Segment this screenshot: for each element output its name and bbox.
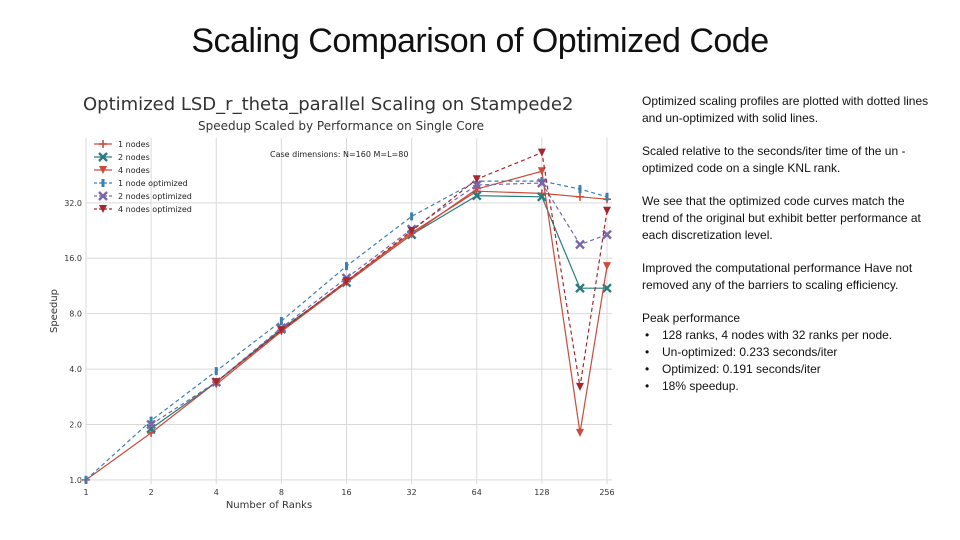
data-point-marker (537, 191, 547, 202)
data-point-marker (578, 185, 582, 194)
data-point-marker (344, 262, 348, 271)
marker-stroke (471, 180, 482, 190)
data-point-marker (540, 177, 544, 186)
series-line (85, 180, 608, 481)
x-axis-label: Number of Ranks (226, 500, 312, 511)
x-tick-label: 8 (279, 488, 284, 497)
x-tick-label: 1 (83, 488, 88, 497)
data-point-marker (146, 419, 156, 430)
data-point-marker (99, 166, 107, 174)
data-point-marker (212, 378, 221, 387)
chart-title: Optimized LSD_r_theta_parallel Scaling o… (83, 94, 574, 115)
slide-title: Scaling Comparison of Optimized Code (191, 22, 769, 60)
marker-stroke (602, 229, 612, 240)
x-tick-label: 256 (599, 488, 614, 497)
legend-label: 2 nodes (118, 153, 150, 162)
data-point-marker (99, 140, 107, 148)
data-point-marker (149, 416, 153, 425)
notes-panel: Optimized scaling profiles are plotted w… (642, 93, 932, 395)
data-point-marker (342, 277, 351, 286)
case-dimensions-annotation: Case dimensions: N=160 M=L=80 (270, 150, 408, 159)
marker-stroke (98, 152, 108, 162)
data-point-marker (471, 180, 482, 190)
data-point-marker (410, 212, 414, 221)
x-tick-label: 128 (534, 488, 549, 497)
plot-area (86, 138, 612, 484)
y-tick-label: 16.0 (64, 254, 82, 263)
data-point-marker (575, 382, 584, 391)
data-point-marker (98, 152, 108, 162)
note-trend-observation: We see that the optimized code curves ma… (642, 194, 921, 242)
data-point-marker (472, 175, 481, 184)
legend-label: 1 nodes (118, 140, 150, 149)
marker-stroke (537, 178, 547, 188)
data-point-marker (214, 367, 218, 376)
data-point-marker (277, 326, 286, 335)
x-tick-label: 64 (472, 488, 482, 497)
marker-stroke (575, 239, 585, 250)
peak-item: 128 ranks, 4 nodes with 32 ranks per nod… (642, 327, 932, 344)
series-line (215, 151, 608, 387)
y-tick-label: 1.0 (69, 476, 82, 485)
data-point-marker (575, 283, 585, 294)
y-tick-label: 8.0 (69, 310, 82, 319)
note-scaling-reference: Scaled relative to the seconds/iter time… (642, 144, 906, 175)
data-point-marker (575, 239, 585, 250)
x-tick-label: 4 (214, 488, 219, 497)
data-point-marker (98, 191, 108, 201)
legend-label: 2 nodes optimized (118, 192, 192, 201)
data-point-marker (99, 205, 107, 213)
series-line (85, 190, 608, 481)
x-tick-label: 16 (341, 488, 351, 497)
marker-stroke (98, 191, 108, 201)
note-plot-description: Optimized scaling profiles are plotted w… (642, 94, 929, 125)
data-point-marker (84, 475, 88, 484)
note-improvement: Improved the computational performance H… (642, 261, 913, 292)
data-point-marker (575, 192, 584, 201)
legend-label: 4 nodes (118, 166, 150, 175)
data-point-marker (407, 226, 416, 235)
data-point-marker (602, 206, 611, 215)
data-point-marker (537, 167, 546, 176)
peak-item: Un-optimized: 0.233 seconds/iter (642, 344, 932, 361)
data-point-marker (605, 192, 609, 201)
y-tick-label: 32.0 (64, 199, 82, 208)
marker-stroke (146, 419, 156, 430)
data-point-marker (471, 190, 482, 201)
marker-stroke (471, 190, 482, 201)
data-point-marker (575, 428, 584, 437)
data-point-marker (537, 178, 547, 188)
data-point-marker (279, 316, 283, 325)
y-tick-label: 2.0 (69, 420, 82, 429)
legend-label: 1 node optimized (118, 179, 188, 188)
chart-subtitle: Speedup Scaled by Performance on Single … (198, 119, 485, 133)
marker-stroke (537, 191, 547, 202)
peak-item: 18% speedup. (642, 378, 932, 395)
data-point-marker (602, 262, 611, 271)
legend-label: 4 nodes optimized (118, 205, 192, 214)
x-tick-label: 32 (407, 488, 417, 497)
marker-stroke (575, 283, 585, 294)
y-axis-label: Speedup (49, 289, 60, 333)
peak-item: Optimized: 0.191 seconds/iter (642, 361, 932, 378)
data-point-marker (537, 148, 546, 157)
peak-performance-list: 128 ranks, 4 nodes with 32 ranks per nod… (642, 327, 932, 395)
series-line (215, 170, 608, 433)
marker-stroke (602, 283, 612, 294)
peak-performance-heading: Peak performance (642, 311, 741, 325)
x-tick-label: 2 (149, 488, 154, 497)
y-tick-label: 4.0 (69, 365, 82, 374)
data-point-marker (101, 179, 105, 187)
